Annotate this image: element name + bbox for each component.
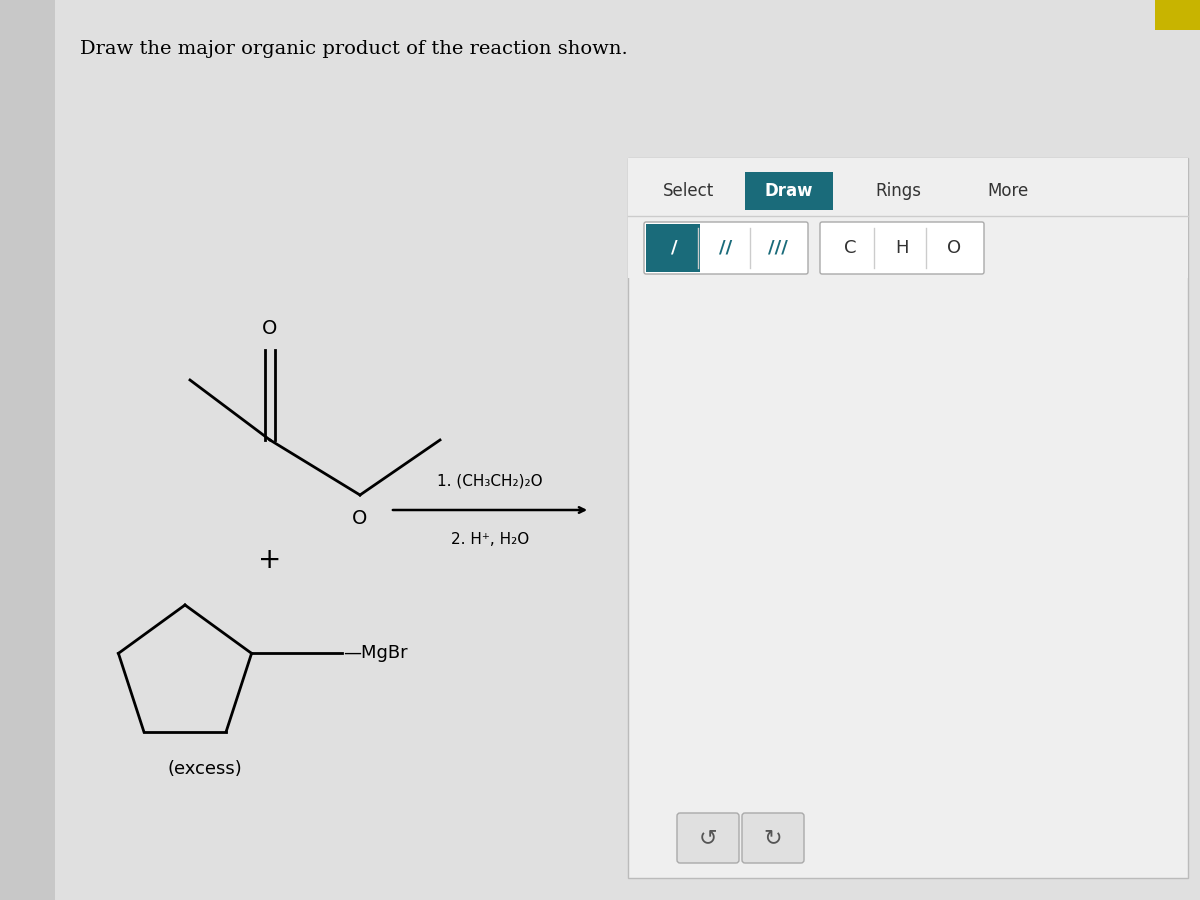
Text: 1. (CH₃CH₂)₂O: 1. (CH₃CH₂)₂O (437, 473, 542, 488)
Text: Draw the major organic product of the reaction shown.: Draw the major organic product of the re… (80, 40, 628, 58)
Bar (646, 224, 700, 272)
Bar (1154, 0, 1200, 30)
Text: ↻: ↻ (763, 828, 782, 848)
FancyBboxPatch shape (820, 222, 984, 274)
Text: ↺: ↺ (698, 828, 718, 848)
Text: O: O (947, 239, 961, 257)
Text: 2. H⁺, H₂O: 2. H⁺, H₂O (451, 532, 529, 547)
Text: ///: /// (768, 239, 788, 257)
Text: Select: Select (662, 182, 714, 200)
FancyBboxPatch shape (745, 172, 833, 210)
Bar (628, 158, 1188, 878)
Text: H: H (895, 239, 908, 257)
Text: //: // (719, 239, 733, 257)
FancyBboxPatch shape (644, 222, 808, 274)
FancyBboxPatch shape (677, 813, 739, 863)
Text: —MgBr: —MgBr (343, 644, 408, 662)
Bar (628, 158, 1188, 278)
Text: (excess): (excess) (168, 760, 242, 778)
FancyBboxPatch shape (742, 813, 804, 863)
Text: +: + (258, 546, 282, 574)
Text: C: C (844, 239, 857, 257)
Text: More: More (988, 182, 1028, 200)
Text: Rings: Rings (875, 182, 922, 200)
Text: Draw: Draw (764, 182, 814, 200)
Text: O: O (263, 319, 277, 338)
Text: /: / (671, 239, 677, 257)
Text: O: O (353, 509, 367, 528)
